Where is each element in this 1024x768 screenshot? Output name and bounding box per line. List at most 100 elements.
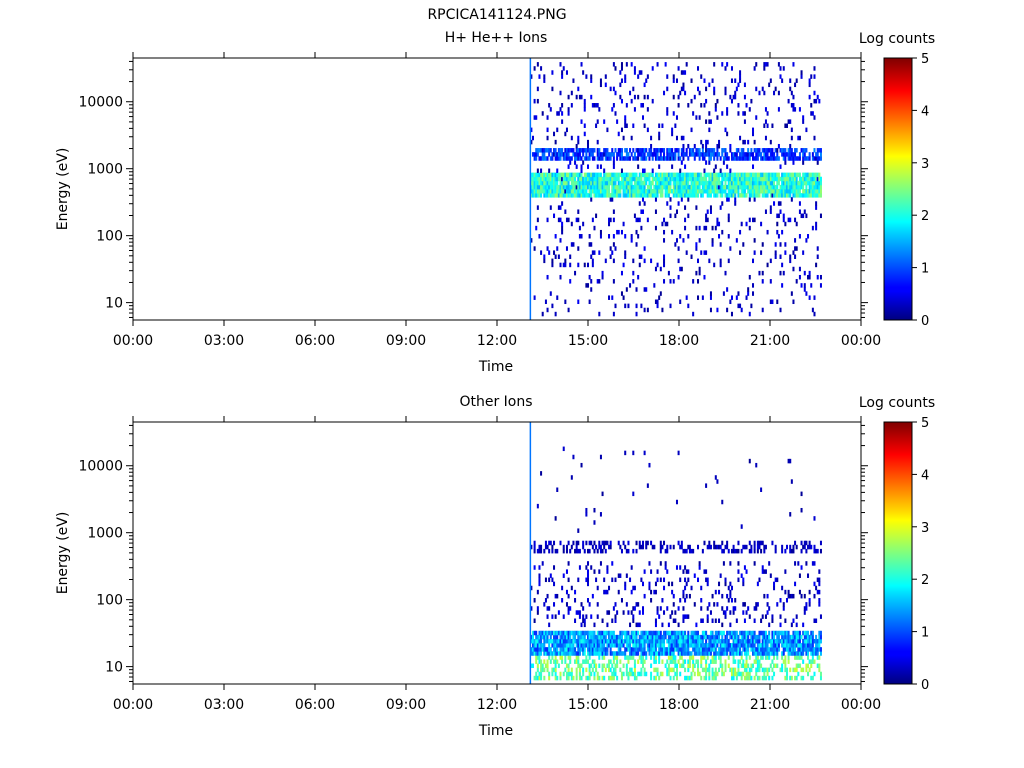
spectrogram-cell <box>585 675 588 681</box>
spectrogram-cell <box>671 667 674 673</box>
spectrogram-cell <box>588 630 591 636</box>
spectrogram-cell <box>663 148 666 153</box>
spectrogram-cell <box>760 630 763 636</box>
spectrogram-cell <box>700 598 703 603</box>
spectrogram-cell <box>658 189 661 194</box>
spectrogram-cell <box>713 651 716 656</box>
spectrogram-cell <box>624 189 627 194</box>
spectrogram-cell <box>781 643 784 648</box>
spectrogram-cell <box>816 184 819 190</box>
spectrogram-cell <box>548 647 551 652</box>
spectrogram-cell <box>709 176 712 182</box>
spectrogram-cell <box>756 176 759 182</box>
spectrogram-cell <box>574 634 577 640</box>
spectrogram-cell <box>616 189 619 194</box>
spectrogram-cell <box>593 507 596 513</box>
spectrogram-cell <box>646 152 649 157</box>
spectrogram-cell <box>714 643 717 648</box>
spectrogram-cell <box>773 90 776 96</box>
spectrogram-cell <box>640 671 643 677</box>
spectrogram-cell <box>697 184 700 190</box>
spectrogram-cell <box>645 671 648 677</box>
spectrogram-cell <box>672 659 675 664</box>
spectrogram-cell <box>789 638 792 644</box>
spectrogram-cell <box>761 614 764 619</box>
spectrogram-cell <box>742 184 745 190</box>
spectrogram-cell <box>705 671 708 677</box>
spectrogram-cell <box>575 540 578 546</box>
spectrogram-cell <box>818 643 821 648</box>
spectrogram-cell <box>575 544 578 550</box>
spectrogram-cell <box>685 295 688 300</box>
spectrogram-cell <box>787 647 790 652</box>
spectrogram-cell <box>714 172 717 178</box>
spectrogram-cell <box>553 189 556 194</box>
spectrogram-cell <box>805 176 808 182</box>
spectrogram-cell <box>530 638 533 644</box>
spectrogram-cell <box>761 638 764 644</box>
spectrogram-cell <box>557 152 560 157</box>
spectrogram-cell <box>700 659 703 664</box>
spectrogram-cell <box>557 176 560 182</box>
spectrogram-cell <box>815 643 818 648</box>
spectrogram-cell <box>658 131 661 137</box>
spectrogram-cell <box>567 647 570 652</box>
spectrogram-cell <box>565 663 568 669</box>
spectrogram-cell <box>643 189 646 194</box>
spectrogram-cell <box>745 544 748 550</box>
spectrogram-cell <box>540 671 543 677</box>
spectrogram-cell <box>666 176 669 182</box>
spectrogram-cell <box>674 172 677 178</box>
spectrogram-cell <box>761 643 764 648</box>
spectrogram-cell <box>771 630 774 636</box>
spectrogram-cell <box>635 622 638 628</box>
spectrogram-cell <box>785 634 788 640</box>
spectrogram-cell <box>650 569 653 574</box>
spectrogram-cell <box>743 638 746 644</box>
spectrogram-cell <box>740 675 743 681</box>
spectrogram-cell <box>646 193 649 198</box>
spectrogram-cell <box>617 180 620 186</box>
y-tick-label: 10 <box>105 660 123 676</box>
spectrogram-cell <box>601 189 604 194</box>
spectrogram-cell <box>734 193 737 198</box>
spectrogram-cell <box>582 160 585 165</box>
spectrogram-cell <box>604 148 607 153</box>
spectrogram-cell <box>561 111 564 116</box>
spectrogram-cell <box>612 638 615 644</box>
spectrogram-cell <box>677 103 680 108</box>
spectrogram-cell <box>559 217 562 223</box>
spectrogram-cell <box>641 610 645 615</box>
spectrogram-cell <box>679 193 682 198</box>
spectrogram-cell <box>569 671 572 677</box>
spectrogram-cell <box>603 589 606 595</box>
spectrogram-cell <box>808 659 811 664</box>
spectrogram-cell <box>593 250 596 255</box>
spectrogram-cell <box>638 184 641 190</box>
spectrogram-cell <box>672 78 675 83</box>
spectrogram-cell <box>705 98 708 104</box>
spectrogram-cell <box>816 589 819 595</box>
spectrogram-cell <box>782 647 785 652</box>
spectrogram-cell <box>695 115 698 120</box>
spectrogram-cell <box>815 152 818 157</box>
spectrogram-cell <box>654 667 657 673</box>
spectrogram-cell <box>666 156 669 161</box>
spectrogram-cell <box>713 176 716 182</box>
spectrogram-cell <box>661 176 664 182</box>
spectrogram-cell <box>606 651 609 656</box>
spectrogram-cell <box>637 647 640 652</box>
spectrogram-cell <box>697 279 700 284</box>
spectrogram-cell <box>727 193 730 198</box>
spectrogram-cell <box>800 74 803 79</box>
spectrogram-cell <box>690 655 693 660</box>
spectrogram-cell <box>701 618 704 623</box>
spectrogram-cell <box>705 180 708 186</box>
spectrogram-cell <box>586 651 590 656</box>
spectrogram-cell <box>764 156 767 161</box>
spectrogram-cell <box>790 90 793 96</box>
spectrogram-cell <box>614 651 617 656</box>
spectrogram-cell <box>562 446 565 452</box>
spectrogram-cell <box>530 184 533 190</box>
spectrogram-cell <box>721 111 724 116</box>
